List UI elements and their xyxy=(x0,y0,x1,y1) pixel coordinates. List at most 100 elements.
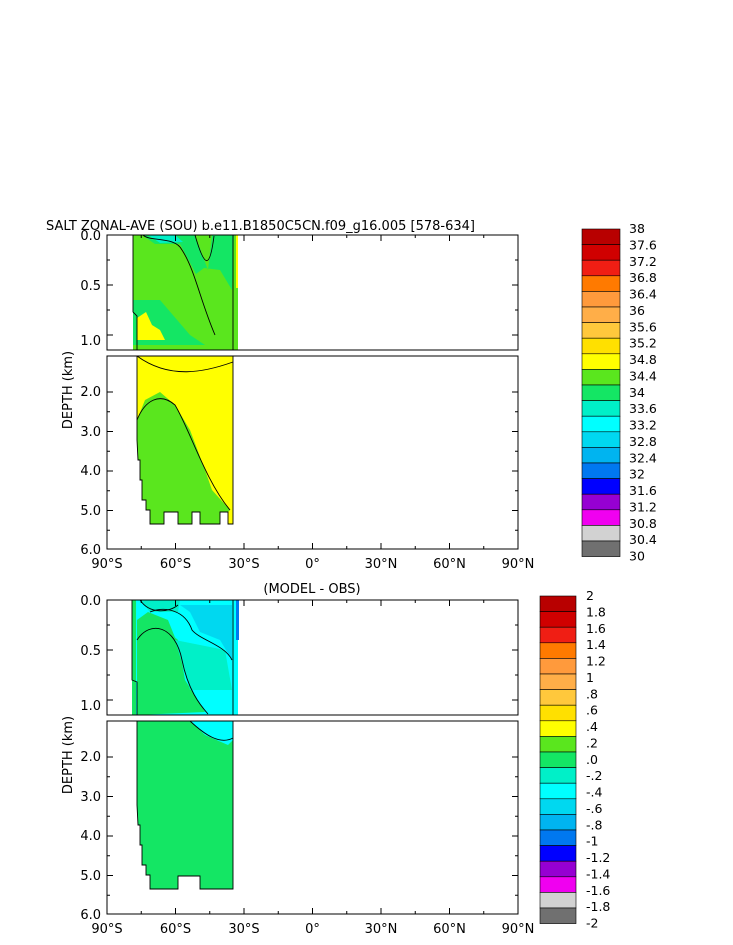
colorbar-swatch xyxy=(539,720,577,737)
colorbar-label: -1 xyxy=(586,834,598,849)
colorbar-label: -1.6 xyxy=(586,883,610,898)
colorbar-label: 38 xyxy=(629,221,645,236)
colorbar-salt: 3837.637.236.836.43635.635.234.834.43433… xyxy=(581,221,657,564)
colorbar-swatch xyxy=(581,525,621,542)
colorbar-swatch xyxy=(539,876,577,893)
x-tick-label: 60°N xyxy=(433,922,466,937)
panel-model-minus-obs: (MODEL - OBS) DEPTH (km) 0.0 0.5 xyxy=(61,582,610,937)
colorbar-label: 35.6 xyxy=(629,319,657,334)
colorbar-label: .2 xyxy=(586,735,598,750)
colorbar-label: 30 xyxy=(629,549,645,564)
x-tick-label: 60°S xyxy=(160,922,191,937)
colorbar-swatch xyxy=(539,642,577,659)
colorbar-label: 1.4 xyxy=(586,637,606,652)
colorbar-swatch xyxy=(539,907,577,924)
y-tick-label: 3.0 xyxy=(80,790,101,805)
colorbar-swatch xyxy=(581,493,621,511)
x-tick-label: 60°N xyxy=(433,557,466,572)
colorbar-label: 35.2 xyxy=(629,336,657,351)
colorbar-label: 32 xyxy=(629,467,645,482)
contour-line xyxy=(136,627,209,715)
field-shape-34.8-corner xyxy=(137,312,165,340)
y-axis-label: DEPTH (km) xyxy=(61,716,76,794)
x-tick-label: 30°S xyxy=(228,557,259,572)
colorbar-swatch xyxy=(581,322,621,339)
field-shape-0 xyxy=(175,640,232,690)
field-shape-34 xyxy=(142,235,234,290)
y-tick-label: 5.0 xyxy=(80,504,101,519)
colorbar-label: 2 xyxy=(586,588,594,603)
panel-salt: SALT ZONAL-AVE (SOU) b.e11.B1850C5CN.f09… xyxy=(46,219,657,572)
colorbar-swatch xyxy=(539,798,577,815)
x-tick-label: 90°N xyxy=(502,922,535,937)
colorbar-swatch xyxy=(539,767,577,784)
y-tick-label: 1.0 xyxy=(80,699,101,714)
colorbar-swatch xyxy=(581,228,621,245)
colorbar-swatch xyxy=(581,275,621,292)
colorbar-label: .6 xyxy=(586,703,598,718)
x-tick-label: 30°N xyxy=(365,922,398,937)
field-shape--0.2-deep xyxy=(190,721,233,745)
y-tick-label: 3.0 xyxy=(80,425,101,440)
colorbar-label: 36.4 xyxy=(629,287,657,302)
x-tick-label: 90°S xyxy=(91,922,122,937)
field-shape-33.6 xyxy=(148,235,183,243)
colorbar-label: -1.4 xyxy=(586,866,610,881)
colorbar-swatch xyxy=(581,259,621,277)
colorbar-label: 31.2 xyxy=(629,499,657,514)
colorbar-swatch xyxy=(581,462,621,479)
colorbar-label: -.6 xyxy=(586,801,602,816)
colorbar-swatch xyxy=(581,353,621,370)
field-shape-34.8-edge xyxy=(236,235,238,288)
chart-title: (MODEL - OBS) xyxy=(263,582,360,597)
x-tick-label: 0° xyxy=(305,922,320,937)
colorbar-label: 33.6 xyxy=(629,401,657,416)
colorbar-label: 36.8 xyxy=(629,270,657,285)
x-tick-label: 30°N xyxy=(365,557,398,572)
colorbar-label: -.8 xyxy=(586,817,602,832)
contour-line xyxy=(194,234,215,261)
colorbar-swatch xyxy=(539,736,577,753)
colorbar-swatch xyxy=(581,415,621,433)
x-tick-label: 90°S xyxy=(91,557,122,572)
colorbar-label: 1.2 xyxy=(586,654,606,669)
colorbar-swatch xyxy=(539,673,577,690)
colorbar-swatch xyxy=(581,400,621,417)
chart-title: SALT ZONAL-AVE (SOU) b.e11.B1850C5CN.f09… xyxy=(46,219,475,234)
contour-line xyxy=(142,234,216,336)
colorbar-label: -.4 xyxy=(586,785,602,800)
colorbar-label: .8 xyxy=(586,686,598,701)
colorbar-label: 37.2 xyxy=(629,254,657,269)
colorbar-swatch xyxy=(581,509,621,526)
colorbar-label: -1.8 xyxy=(586,899,610,914)
y-tick-label: 0.0 xyxy=(80,229,101,244)
colorbar-label: 33.2 xyxy=(629,418,657,433)
contour-line xyxy=(136,355,234,373)
axis-ticks xyxy=(106,599,519,914)
contour-line xyxy=(189,720,234,741)
colorbar-label: 30.8 xyxy=(629,516,657,531)
colorbar-swatch xyxy=(581,369,621,386)
field-outline-lower xyxy=(136,720,234,890)
contour-line xyxy=(136,398,231,511)
y-tick-label: 2.0 xyxy=(80,385,101,400)
field-shape-0.2-deep xyxy=(137,721,233,889)
field-shape-0.2-edge xyxy=(132,600,136,715)
field-upper xyxy=(132,234,238,351)
colorbar-label: 31.6 xyxy=(629,483,657,498)
colorbar-label: 34 xyxy=(629,385,645,400)
colorbar-swatch xyxy=(581,337,621,355)
field-shape--0.4 xyxy=(180,605,232,660)
colorbar-swatch xyxy=(539,814,577,831)
field-shape--0.8 xyxy=(236,600,239,640)
x-tick-label: 30°S xyxy=(228,922,259,937)
x-tick-label: 90°N xyxy=(502,557,535,572)
colorbar-label: 32.8 xyxy=(629,434,657,449)
y-tick-label: 4.0 xyxy=(80,829,101,844)
x-tick-label: 60°S xyxy=(160,557,191,572)
y-tick-label: 2.0 xyxy=(80,750,101,765)
colorbar-swatch xyxy=(539,626,577,644)
field-lower xyxy=(136,355,234,525)
colorbar-swatch xyxy=(581,478,621,495)
